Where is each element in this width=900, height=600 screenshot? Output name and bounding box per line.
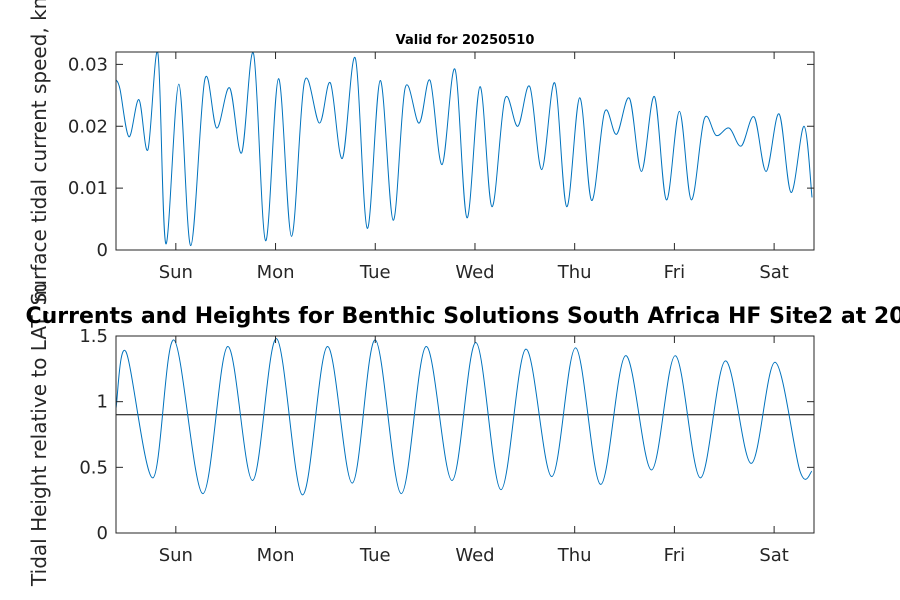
top-xtick-label-4: Thu <box>557 262 592 283</box>
bottom-xtick-label-4: Thu <box>557 545 592 566</box>
bottom-xtick-label-5: Fri <box>664 545 685 566</box>
top-ylabel: Surface tidal current speed, kn <box>27 0 51 305</box>
top-ytick-label-3: 0.03 <box>68 54 108 75</box>
bottom-xtick-label-2: Tue <box>359 545 391 566</box>
top-axes-box <box>115 51 815 251</box>
bottom-plot-area <box>116 336 814 533</box>
bottom-ytick-label-2: 1 <box>97 392 108 413</box>
top-xtick-label-2: Tue <box>359 262 391 283</box>
top-xtick-label-5: Fri <box>664 262 685 283</box>
bottom-ylabel: Tidal Height relative to LAT, m <box>27 283 51 587</box>
bottom-ytick-label-0: 0 <box>97 523 108 544</box>
top-ytick-label-0: 0 <box>97 240 108 261</box>
top-xtick-label-6: Sat <box>759 262 789 283</box>
top-xtick-label-0: Sun <box>159 262 193 283</box>
bottom-ytick-label-1: 0.5 <box>79 457 108 478</box>
top-xtick-label-3: Wed <box>455 262 494 283</box>
top-plot-area <box>116 52 814 250</box>
bottom-xtick-label-3: Wed <box>455 545 494 566</box>
bottom-series-line-0 <box>116 338 813 496</box>
bottom-xtick-label-0: Sun <box>159 545 193 566</box>
top-xtick-label-1: Mon <box>257 262 295 283</box>
top-series-line-0 <box>116 52 813 247</box>
chart-top-title: Valid for 20250510 <box>396 33 535 48</box>
bottom-xtick-label-1: Mon <box>257 545 295 566</box>
bottom-axes-box <box>115 335 815 534</box>
bottom-ytick-label-3: 1.5 <box>79 326 108 347</box>
top-ytick-label-2: 0.02 <box>68 116 108 137</box>
tidal-height-chart: 0 0.5 1 1.5 Sun Mon Tue Wed Thu Fri Sat Tidal Heigh… <box>27 283 815 587</box>
chart-bottom-title: Currents and Heights for Benthic Solutio… <box>25 304 900 329</box>
current-speed-chart: 0 0.01 0.02 0.03 Sun Mon Tue Wed Thu Fri Sat Surfac… <box>27 0 815 305</box>
bottom-xtick-label-6: Sat <box>759 545 789 566</box>
top-ytick-label-1: 0.01 <box>68 178 108 199</box>
